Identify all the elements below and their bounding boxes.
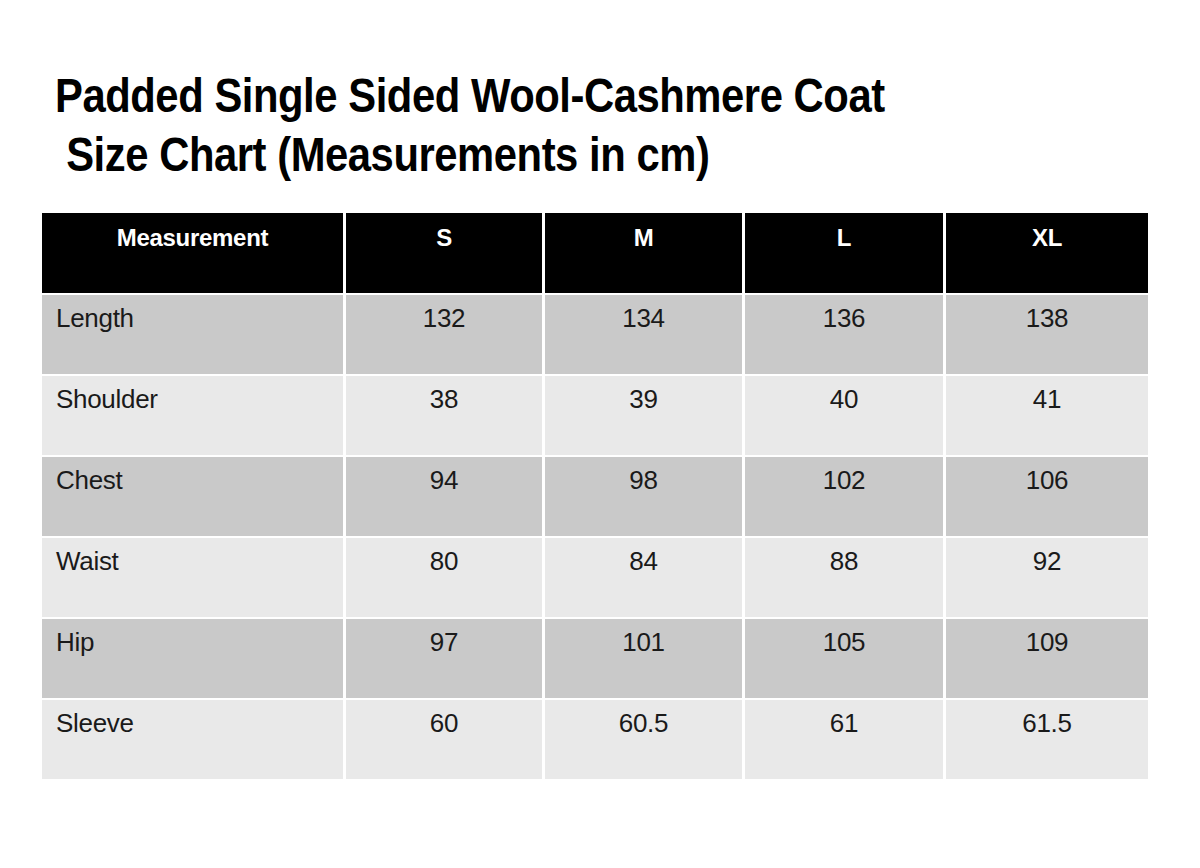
- page-title: Padded Single Sided Wool-Cashmere Coat S…: [55, 66, 885, 184]
- page-title-line-2: Size Chart (Measurements in cm): [55, 128, 709, 181]
- column-header-xl: XL: [946, 213, 1148, 293]
- cell-shoulder-m: 39: [545, 376, 742, 455]
- cell-length-m: 134: [545, 295, 742, 374]
- cell-chest-l: 102: [745, 457, 943, 536]
- size-chart-table: MeasurementSMLXL Length132134136138 Should…: [42, 213, 1148, 779]
- cell-chest-m: 98: [545, 457, 742, 536]
- column-header-m: M: [545, 213, 742, 293]
- cell-length-xl: 138: [946, 295, 1148, 374]
- row-label-length: Length: [42, 295, 343, 374]
- page-title-line-1: Padded Single Sided Wool-Cashmere Coat: [55, 69, 885, 122]
- row-label-waist: Waist: [42, 538, 343, 617]
- cell-sleeve-s: 60: [346, 700, 542, 779]
- cell-length-l: 136: [745, 295, 943, 374]
- cell-waist-l: 88: [745, 538, 943, 617]
- cell-hip-xl: 109: [946, 619, 1148, 698]
- cell-shoulder-l: 40: [745, 376, 943, 455]
- cell-hip-s: 97: [346, 619, 542, 698]
- column-header-l: L: [745, 213, 943, 293]
- row-label-hip: Hip: [42, 619, 343, 698]
- cell-length-s: 132: [346, 295, 542, 374]
- cell-waist-m: 84: [545, 538, 742, 617]
- cell-sleeve-xl: 61.5: [946, 700, 1148, 779]
- cell-sleeve-m: 60.5: [545, 700, 742, 779]
- cell-shoulder-xl: 41: [946, 376, 1148, 455]
- cell-sleeve-l: 61: [745, 700, 943, 779]
- row-label-sleeve: Sleeve: [42, 700, 343, 779]
- row-label-chest: Chest: [42, 457, 343, 536]
- cell-hip-l: 105: [745, 619, 943, 698]
- cell-chest-s: 94: [346, 457, 542, 536]
- cell-waist-xl: 92: [946, 538, 1148, 617]
- cell-hip-m: 101: [545, 619, 742, 698]
- cell-shoulder-s: 38: [346, 376, 542, 455]
- column-header-measurement: Measurement: [42, 213, 343, 293]
- column-header-s: S: [346, 213, 542, 293]
- row-label-shoulder: Shoulder: [42, 376, 343, 455]
- cell-waist-s: 80: [346, 538, 542, 617]
- cell-chest-xl: 106: [946, 457, 1148, 536]
